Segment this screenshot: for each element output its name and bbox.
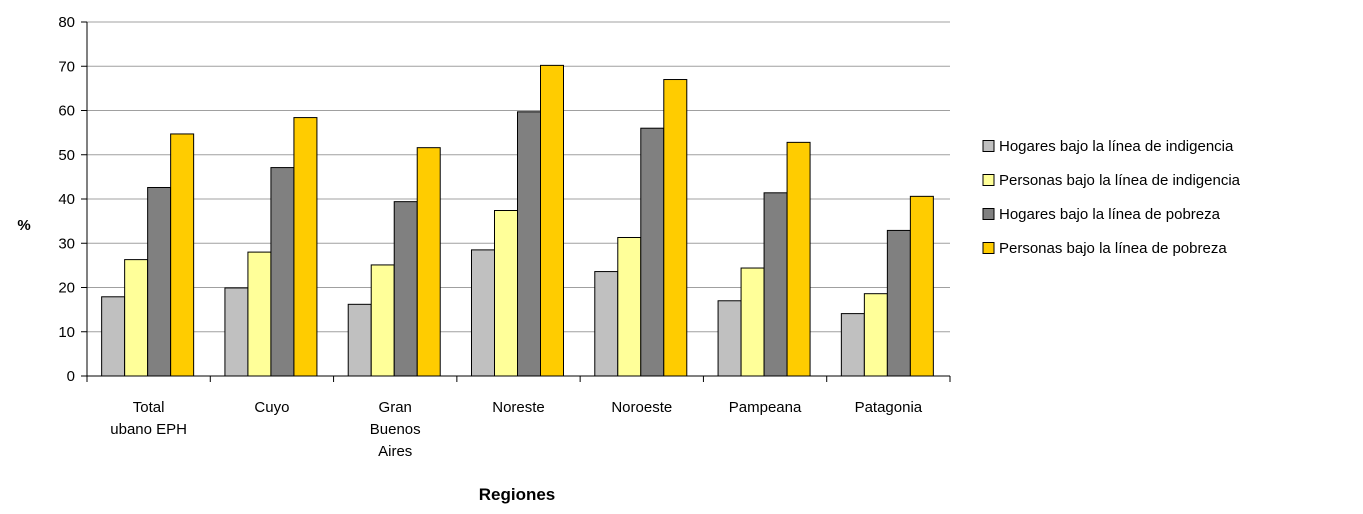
y-tick-label: 60 (58, 103, 75, 120)
x-category-label: Aires (378, 443, 412, 460)
y-tick-label: 50 (58, 147, 75, 164)
y-tick-label: 80 (58, 14, 75, 31)
x-category-label: Cuyo (254, 399, 289, 416)
legend-swatch (982, 140, 995, 152)
bar (224, 287, 249, 377)
bar (147, 186, 172, 377)
bar (886, 229, 911, 377)
legend-swatch (982, 208, 995, 220)
y-axis-title: % (17, 217, 30, 234)
x-category-label: ubano EPH (110, 421, 187, 438)
x-axis-title: Regiones (479, 485, 556, 504)
bar (863, 293, 888, 377)
bar (270, 167, 295, 377)
bar (370, 264, 395, 377)
bar (494, 210, 518, 377)
x-category-label: Gran (379, 399, 412, 416)
y-tick-label: 0 (67, 368, 75, 385)
legend-label: Hogares bajo la línea de indigencia (999, 138, 1234, 155)
bar (101, 296, 126, 377)
bar (124, 259, 149, 377)
bar (617, 236, 642, 377)
bar (517, 111, 541, 377)
legend-swatch (982, 242, 995, 254)
bar (740, 267, 765, 377)
y-tick-label: 30 (58, 235, 75, 252)
legend-label: Hogares bajo la línea de pobreza (999, 206, 1221, 223)
x-category-label: Patagonia (855, 399, 923, 416)
bar (840, 313, 865, 377)
bar (640, 127, 665, 377)
legend-label: Personas bajo la línea de pobreza (999, 240, 1227, 257)
y-tick-label: 70 (58, 58, 75, 75)
x-category-label: Pampeana (729, 399, 802, 416)
bar (786, 141, 811, 377)
y-tick-label: 20 (58, 280, 75, 297)
bar (416, 147, 441, 377)
x-category-label: Noreste (492, 399, 545, 416)
y-tick-labels: 0 10 20 30 40 50 60 70 80 (58, 14, 75, 385)
x-category-labels: Total ubano EPH Cuyo Gran Buenos Aires Noreste… (110, 399, 923, 460)
y-tick-label: 40 (58, 191, 75, 208)
bar (663, 79, 688, 377)
bar (347, 303, 372, 377)
x-category-label: Total (133, 399, 165, 416)
bar (293, 117, 318, 377)
bar (247, 251, 272, 377)
bar (594, 271, 619, 377)
bar (170, 133, 195, 377)
bar (540, 64, 564, 377)
legend-label: Personas bajo la línea de indigencia (999, 172, 1241, 189)
x-category-label: Buenos (370, 421, 421, 438)
bar (471, 249, 495, 377)
bar (393, 201, 418, 377)
axes (81, 21, 951, 382)
bar (909, 195, 934, 377)
legend-swatch (982, 174, 995, 186)
bar (763, 192, 788, 377)
y-tick-label: 10 (58, 324, 75, 341)
legend: Hogares bajo la línea de indigencia Perso… (982, 138, 1241, 257)
bar (717, 300, 742, 377)
bars (101, 64, 934, 377)
x-category-label: Noroeste (611, 399, 672, 416)
